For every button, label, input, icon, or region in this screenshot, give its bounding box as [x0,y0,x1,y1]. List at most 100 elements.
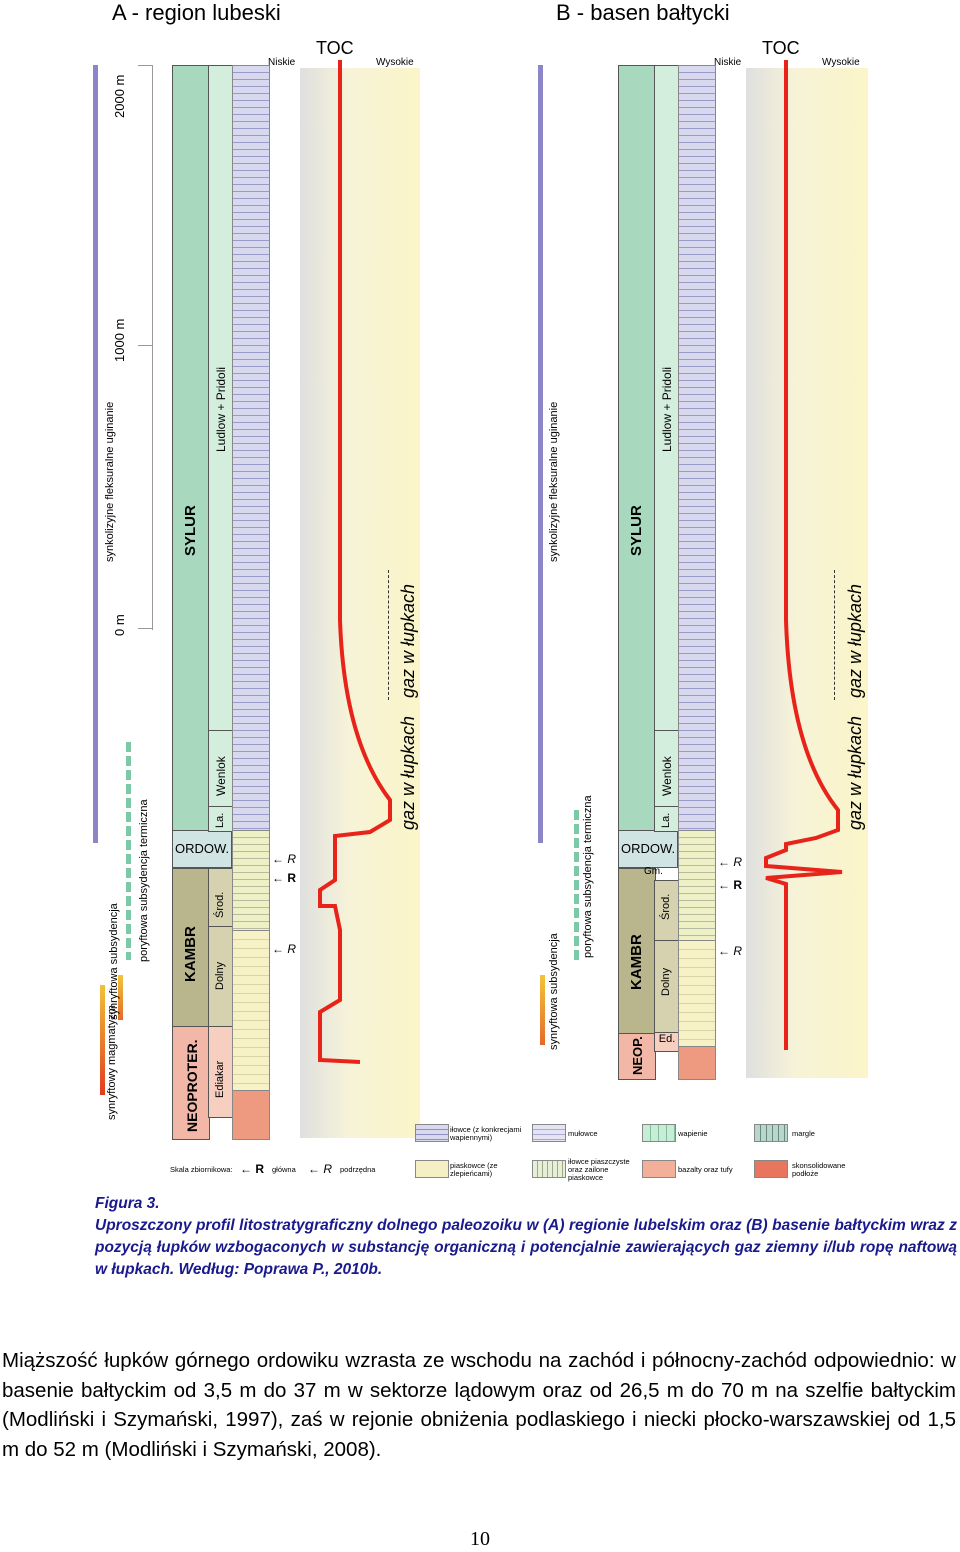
lithology-column-b-mid [678,830,716,942]
gas-bracket-b [834,570,836,700]
system-label-sylur-a: SYLUR [182,505,199,556]
series-label-wenlok-a: Wenlok [214,756,228,796]
legend-swatch-ilowce [415,1124,449,1142]
system-label-kambr-b: KAMBR [628,934,645,990]
series-wenlok-b [654,730,680,808]
series-label-gm-b: Gm. [644,866,663,877]
system-ordow-b: ORDOW. [618,830,678,868]
toc-low-a: Niskie [268,57,296,68]
lithology-column-b-upper [678,65,716,832]
reservoir-mark-a-2: ← R [272,871,297,885]
scale-tick [138,65,152,66]
lithology-column-a-basement [232,1090,270,1140]
series-la-b [654,806,680,832]
toc-high-a: Wysokie [376,57,414,68]
reservoir-mark-b-1: ← R [718,855,743,869]
series-ed-b: Ed. [654,1032,680,1052]
figure-caption: Figura 3. Uproszczony profil litostratyg… [95,1193,957,1281]
system-sylur-a [172,65,210,832]
subsidence-bar-thermal-b [574,810,579,960]
lithology-column-a-lower [232,930,270,1092]
legend-swatch-podloze [754,1160,788,1178]
system-label-neop-b: NEOP. [630,1036,645,1075]
legend-label-ilowce: iłowce (z konkrecjami wapiennymi) [450,1125,522,1142]
legend-label-mulowce: mułowce [568,1129,598,1138]
series-label-wenlok-b: Wenlok [660,756,674,796]
body-paragraph: Miąższość łupków górnego ordowiku wzrast… [2,1349,956,1461]
scale-label-2000: 2000 m [112,74,127,118]
legend-scale-label: Skala zbiornikowa: [170,1165,233,1174]
legend-label-wapienie: wapienie [678,1129,708,1138]
series-label-srod-a: Środ. [214,891,226,918]
series-label-srod-b: Środ. [660,893,672,920]
gas-label-a-1: gaz w łupkach [398,715,418,830]
toc-curve-b [764,60,843,1050]
depth-scale-ruler [152,65,153,630]
series-label-la-b: La. [660,812,672,828]
reservoir-mark-a-3: ← R [272,942,297,956]
legend-swatch-ilowce-piaszczyste [532,1160,566,1178]
series-dolny-a [208,926,234,1028]
toc-label-b: TOC [762,38,800,58]
subsidence-bar-thermal [126,742,131,960]
subsidence-bar-flexural-b [538,65,543,843]
gas-label-a-2: gaz w łupkach [398,583,418,698]
subsidence-bar-flexural [93,65,98,843]
legend-label-margle: margle [792,1129,815,1138]
series-ludlow-b [654,65,680,732]
system-label-neoproter-a: NEOPROTER. [184,1039,200,1132]
legend-secondary-mark: ← R [308,1162,333,1176]
system-label-sylur-b: SYLUR [628,505,645,556]
toc-high-b: Wysokie [822,57,860,68]
system-neop-b [618,1033,656,1080]
subsidence-label-synrift-b: synryftowa subsydencja [548,933,560,1050]
page-number: 10 [470,1528,490,1550]
series-label-dolny-a: Dolny [214,961,226,990]
reservoir-mark-b-2: ← R [718,878,743,892]
gas-label-b-1: gaz w łupkach [845,715,865,830]
system-ordow-a: ORDOW. [172,830,232,868]
legend-swatch-mulowce [532,1124,566,1142]
legend-secondary-label: podrzędna [340,1165,376,1174]
panel-a-title: A - region lubeski [112,0,281,25]
subsidence-label-flexural-b: synkolizyjne fleksuralne uginanie [548,401,560,562]
series-label-ludlow-b: Ludlow + Pridoli [660,366,674,452]
legend-swatch-margle [754,1124,788,1142]
subsidence-label-flexural: synkolizyjne fleksuralne uginanie [104,401,116,562]
system-sylur-b [618,65,656,832]
reservoir-mark-a-1: ← R [272,852,297,866]
legend-label-podloze: skonsolidowane podłoże [792,1161,846,1178]
legend-main-label: główna [272,1165,296,1174]
lithology-column-b-lower [678,940,716,1048]
gas-bracket-a [388,570,390,700]
legend-label-piaskowce: piaskowce (ze zlepieńcami) [450,1161,498,1178]
legend-swatch-bazalty [642,1160,676,1178]
scale-tick [138,345,152,346]
lithology-column-a-mid [232,830,270,932]
toc-band-a [300,68,420,1138]
series-label-la-a: La. [214,812,226,828]
toc-low-b: Niskie [714,57,742,68]
caption-text: Uproszczony profil litostratygraficzny d… [95,1217,957,1278]
subsidence-bar-synrift-b [540,975,545,1045]
series-label-ludlow-a: Ludlow + Pridoli [214,366,228,452]
subsidence-bar-synrift [118,975,123,1020]
panel-b-title: B - basen bałtycki [556,0,730,25]
legend-main-mark: ← R [240,1162,265,1176]
toc-curve-a [318,60,392,1064]
legend-label-bazalty: bazalty oraz tufy [678,1165,733,1174]
reservoir-mark-b-3: ← R [718,944,743,958]
caption-title: Figura 3. [95,1195,160,1212]
series-label-dolny-b: Dolny [660,967,672,996]
system-label-kambr-a: KAMBR [182,926,199,982]
lithology-column-a-upper [232,65,270,832]
scale-label-0: 0 m [112,614,127,636]
subsidence-label-thermal: poryftowa subsydencja termiczna [138,799,150,962]
series-ediakar-a [208,1026,234,1118]
legend-swatch-piaskowce [415,1160,449,1178]
series-dolny-b [654,940,680,1034]
series-label-ediakar-a: Ediakar [214,1060,226,1098]
scale-tick [138,628,152,629]
scale-label-1000: 1000 m [112,318,127,362]
toc-band-b [746,68,868,1078]
